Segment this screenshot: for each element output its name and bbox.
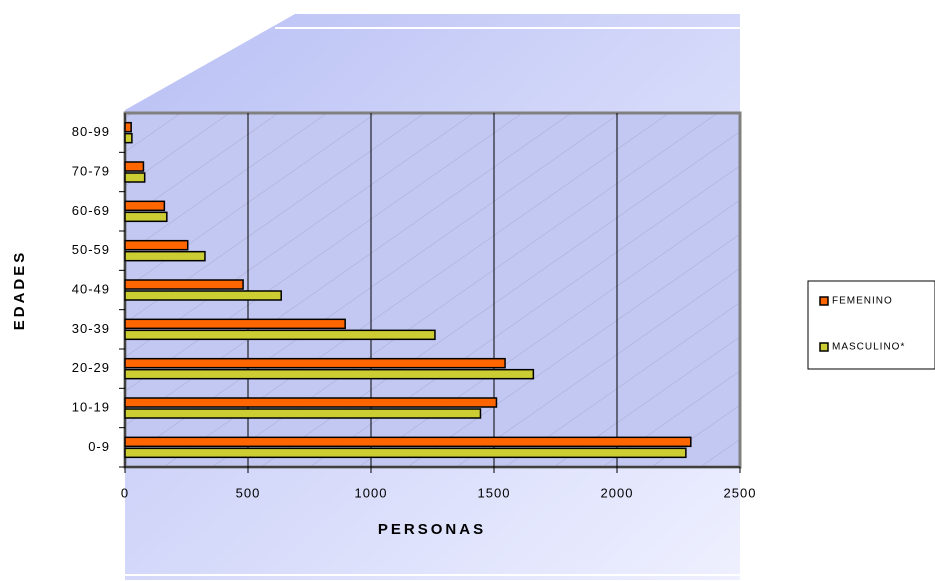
legend-label: MASCULINO* xyxy=(832,342,905,353)
bar xyxy=(124,397,498,408)
y-tick-label: 30-39 xyxy=(72,321,110,336)
bar xyxy=(124,318,346,330)
y-tick-label: 60-69 xyxy=(72,203,110,218)
bar xyxy=(124,161,145,172)
bar xyxy=(124,211,168,223)
y-tick-label: 70-79 xyxy=(72,163,110,178)
legend xyxy=(807,280,935,370)
bar xyxy=(124,172,146,183)
bar xyxy=(124,368,535,380)
bar xyxy=(124,279,244,290)
x-tick-label: 0 xyxy=(121,485,129,500)
x-tick-label: 1000 xyxy=(355,485,388,500)
bar xyxy=(124,132,133,144)
x-tick-label: 2000 xyxy=(601,485,634,500)
bar xyxy=(124,329,436,341)
legend-label: FEMENINO xyxy=(832,296,893,307)
bar xyxy=(124,447,687,459)
y-axis-title: EDADES xyxy=(11,250,28,331)
bar xyxy=(124,357,506,369)
bar xyxy=(124,290,282,301)
y-tick-label: 50-59 xyxy=(72,242,110,257)
x-tick-label: 500 xyxy=(236,485,261,500)
x-tick-label: 2500 xyxy=(724,485,757,500)
bar xyxy=(124,436,692,448)
y-tick-label: 20-29 xyxy=(72,360,110,375)
y-tick-label: 80-99 xyxy=(72,124,110,139)
y-tick-label: 40-49 xyxy=(72,281,110,296)
legend-swatch xyxy=(819,342,829,352)
bar xyxy=(124,121,132,133)
x-axis-title: PERSONAS xyxy=(378,521,486,538)
bar xyxy=(124,408,482,419)
plot-hatch xyxy=(125,113,740,467)
x-tick-label: 1500 xyxy=(478,485,511,500)
y-tick-label: 0-9 xyxy=(88,439,110,454)
bar xyxy=(124,250,206,262)
bar xyxy=(124,239,189,251)
bar xyxy=(124,200,166,212)
legend-swatch xyxy=(819,296,829,306)
y-tick-label: 10-19 xyxy=(72,399,110,414)
